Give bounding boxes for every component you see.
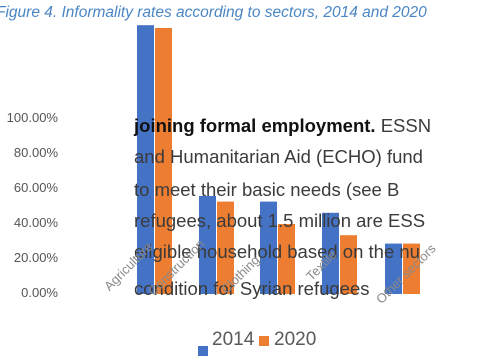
bar-2020-construction	[217, 201, 234, 294]
background-text-line: and Humanitarian Aid (ECHO) fund	[134, 146, 423, 167]
bar-2020-clothing	[278, 224, 295, 294]
background-text-line: to meet their basic needs (see B	[134, 179, 400, 200]
bar-2020-other-sectors	[403, 243, 420, 294]
legend-label-2020: 2020	[274, 329, 317, 350]
background-text-line: refugees, about 1.5 million are ESS	[134, 210, 426, 231]
background-text-line: condition for Syrian refugees	[134, 278, 370, 299]
bar-2014-textile	[322, 212, 339, 294]
y-tick-label: 60.00%	[13, 180, 58, 195]
bar-2020-agriculture	[155, 28, 172, 294]
bar-2014-clothing	[260, 201, 277, 294]
background-text-line: joining formal employment. ESSN	[134, 113, 503, 138]
y-tick-label: 20.00%	[13, 250, 58, 265]
bar-2014-agriculture	[137, 25, 154, 294]
chart-caption: Figure 4. Informality rates according to…	[0, 4, 427, 21]
bar-2014-construction	[199, 196, 216, 294]
y-tick-label: 0.00%	[21, 285, 58, 300]
legend-swatch-2020	[259, 336, 269, 346]
background-text-span: ESSN	[375, 115, 432, 136]
background-text-line: eligible household based on the nu	[134, 241, 420, 262]
y-tick-label: 40.00%	[13, 215, 58, 230]
bar-2020-textile	[340, 235, 357, 294]
bar-2014-other-sectors	[385, 243, 402, 294]
y-tick-label: 100.00%	[6, 110, 58, 125]
background-text-bold: joining formal employment.	[134, 115, 376, 136]
y-tick-label: 80.00%	[13, 145, 58, 160]
chart-legend: 2014 2020	[196, 318, 396, 358]
legend-label-2014: 2014	[212, 329, 255, 350]
legend-swatch-2014	[198, 346, 208, 356]
